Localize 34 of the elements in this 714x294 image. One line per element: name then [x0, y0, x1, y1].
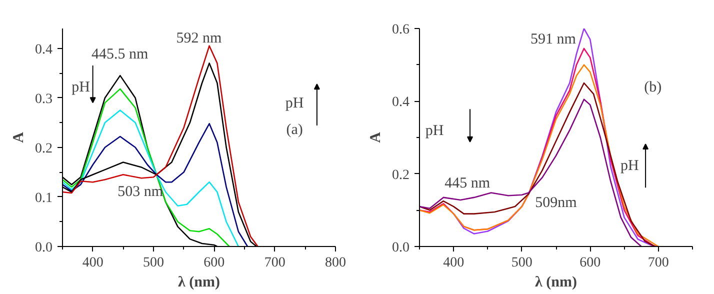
y-axis-title: A [368, 132, 384, 143]
annotation: (b) [644, 79, 662, 96]
y-tick-label: 0.0 [35, 240, 52, 256]
annotation: 509nm [535, 194, 578, 211]
y-tick-label: 0.4 [35, 42, 52, 58]
annotation: 445.5 nm [91, 46, 148, 63]
y-tick-label: 0.3 [35, 92, 52, 107]
y-tick-label: 0.0 [392, 240, 410, 256]
x-axis-title: λ (nm) [535, 274, 577, 290]
x-tick-label: 400 [82, 256, 104, 270]
annotation: 592 nm [176, 30, 222, 46]
annotation: 445 nm [444, 175, 490, 192]
x-tick-label: 500 [511, 256, 532, 270]
y-tick-label: 0.1 [35, 190, 52, 206]
y-tick-label: 0.2 [392, 168, 410, 183]
annotation: 591 nm [530, 31, 576, 48]
x-tick-label: 500 [143, 256, 164, 270]
annotation: pH [72, 79, 90, 96]
y-tick-label: 0.6 [392, 22, 410, 38]
annotation: (a) [286, 122, 303, 138]
y-axis-title: A [11, 132, 27, 143]
annotation: pH [285, 96, 304, 112]
x-tick-label: 600 [204, 256, 225, 270]
x-tick-label: 700 [264, 256, 286, 270]
annotation: pH [620, 158, 640, 174]
y-tick-label: 0.4 [392, 95, 410, 110]
x-tick-label: 800 [325, 256, 346, 270]
line-series [420, 98, 642, 246]
x-tick-label: 400 [443, 256, 464, 270]
y-tick-label: 0.2 [35, 141, 52, 156]
annotation: pH [425, 122, 444, 139]
x-axis-title: λ (nm) [178, 274, 220, 290]
x-tick-label: 600 [580, 256, 601, 270]
x-tick-label: 700 [648, 256, 669, 270]
